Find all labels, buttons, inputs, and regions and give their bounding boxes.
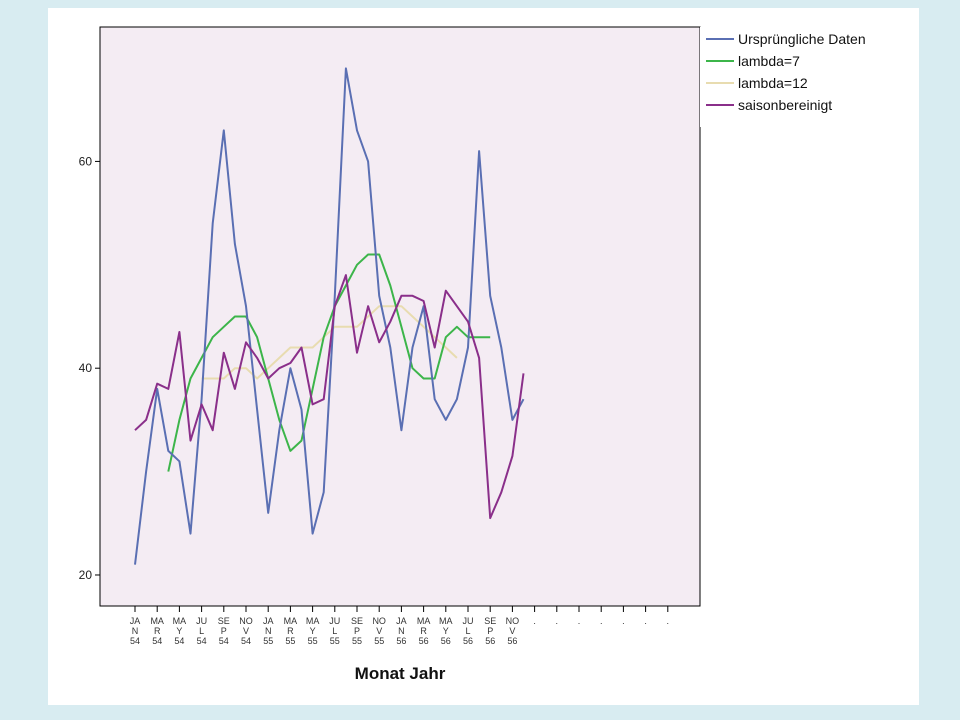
y-tick-label: 60 bbox=[79, 154, 93, 168]
legend-label: lambda=7 bbox=[738, 53, 800, 69]
series-line-1 bbox=[134, 67, 525, 565]
x-tick-label: MA Y 54 bbox=[173, 616, 187, 646]
x-tick-label: SE P 55 bbox=[351, 616, 363, 646]
x-tick-label: JA N 55 bbox=[263, 616, 274, 646]
x-tick-label: MA Y 56 bbox=[439, 616, 453, 646]
x-tick-label: MA R 55 bbox=[284, 616, 298, 646]
x-tick-label: . bbox=[533, 616, 536, 626]
x-tick-label: SE P 54 bbox=[218, 616, 230, 646]
x-tick-label: JA N 56 bbox=[396, 616, 407, 646]
legend: Ursprüngliche Daten lambda=7 lambda=12 sais… bbox=[706, 31, 866, 113]
y-tick-label: 20 bbox=[79, 568, 93, 582]
plot-area bbox=[99, 26, 701, 607]
y-axis: 20 40 60 bbox=[79, 154, 100, 582]
x-axis-title: Monat Jahr bbox=[355, 664, 446, 683]
x-tick-label: . bbox=[622, 616, 625, 626]
legend-box bbox=[700, 27, 912, 127]
series-layer bbox=[134, 67, 525, 565]
series-line-2 bbox=[167, 253, 491, 472]
x-tick-label: MA R 54 bbox=[150, 616, 164, 646]
x-tick-label: . bbox=[644, 616, 647, 626]
x-tick-label: MA R 56 bbox=[417, 616, 431, 646]
x-tick-label: JA N 54 bbox=[130, 616, 141, 646]
series-line-3 bbox=[201, 305, 458, 380]
x-tick-label: . bbox=[600, 616, 603, 626]
x-tick-label: . bbox=[556, 616, 559, 626]
series-line-4 bbox=[134, 274, 525, 520]
x-tick-label: JU L 55 bbox=[329, 616, 340, 646]
x-tick-label: NO V 54 bbox=[239, 616, 253, 646]
legend-label: saisonbereinigt bbox=[738, 97, 832, 113]
x-tick-label: . bbox=[578, 616, 581, 626]
x-tick-label: MA Y 55 bbox=[306, 616, 320, 646]
x-tick-label: NO V 56 bbox=[506, 616, 520, 646]
x-tick-label: . bbox=[667, 616, 670, 626]
x-tick-label: JU L 54 bbox=[196, 616, 207, 646]
x-axis: JA N 54 MA R 54 MA Y 54 JU L 54 SE P 54 NO V 54 JA N 55 MA R 55… bbox=[130, 606, 669, 646]
x-tick-label: NO V 55 bbox=[372, 616, 386, 646]
x-tick-label: SE P 56 bbox=[484, 616, 496, 646]
legend-label: Ursprüngliche Daten bbox=[738, 31, 866, 47]
legend-label: lambda=12 bbox=[738, 75, 808, 91]
slide-canvas: 20 40 60 JA N 54 MA R 54 MA Y 54 JU L 54 SE P 54 NO V 54 JA N… bbox=[48, 8, 919, 705]
y-tick-label: 40 bbox=[79, 361, 93, 375]
x-tick-label: JU L 56 bbox=[463, 616, 474, 646]
